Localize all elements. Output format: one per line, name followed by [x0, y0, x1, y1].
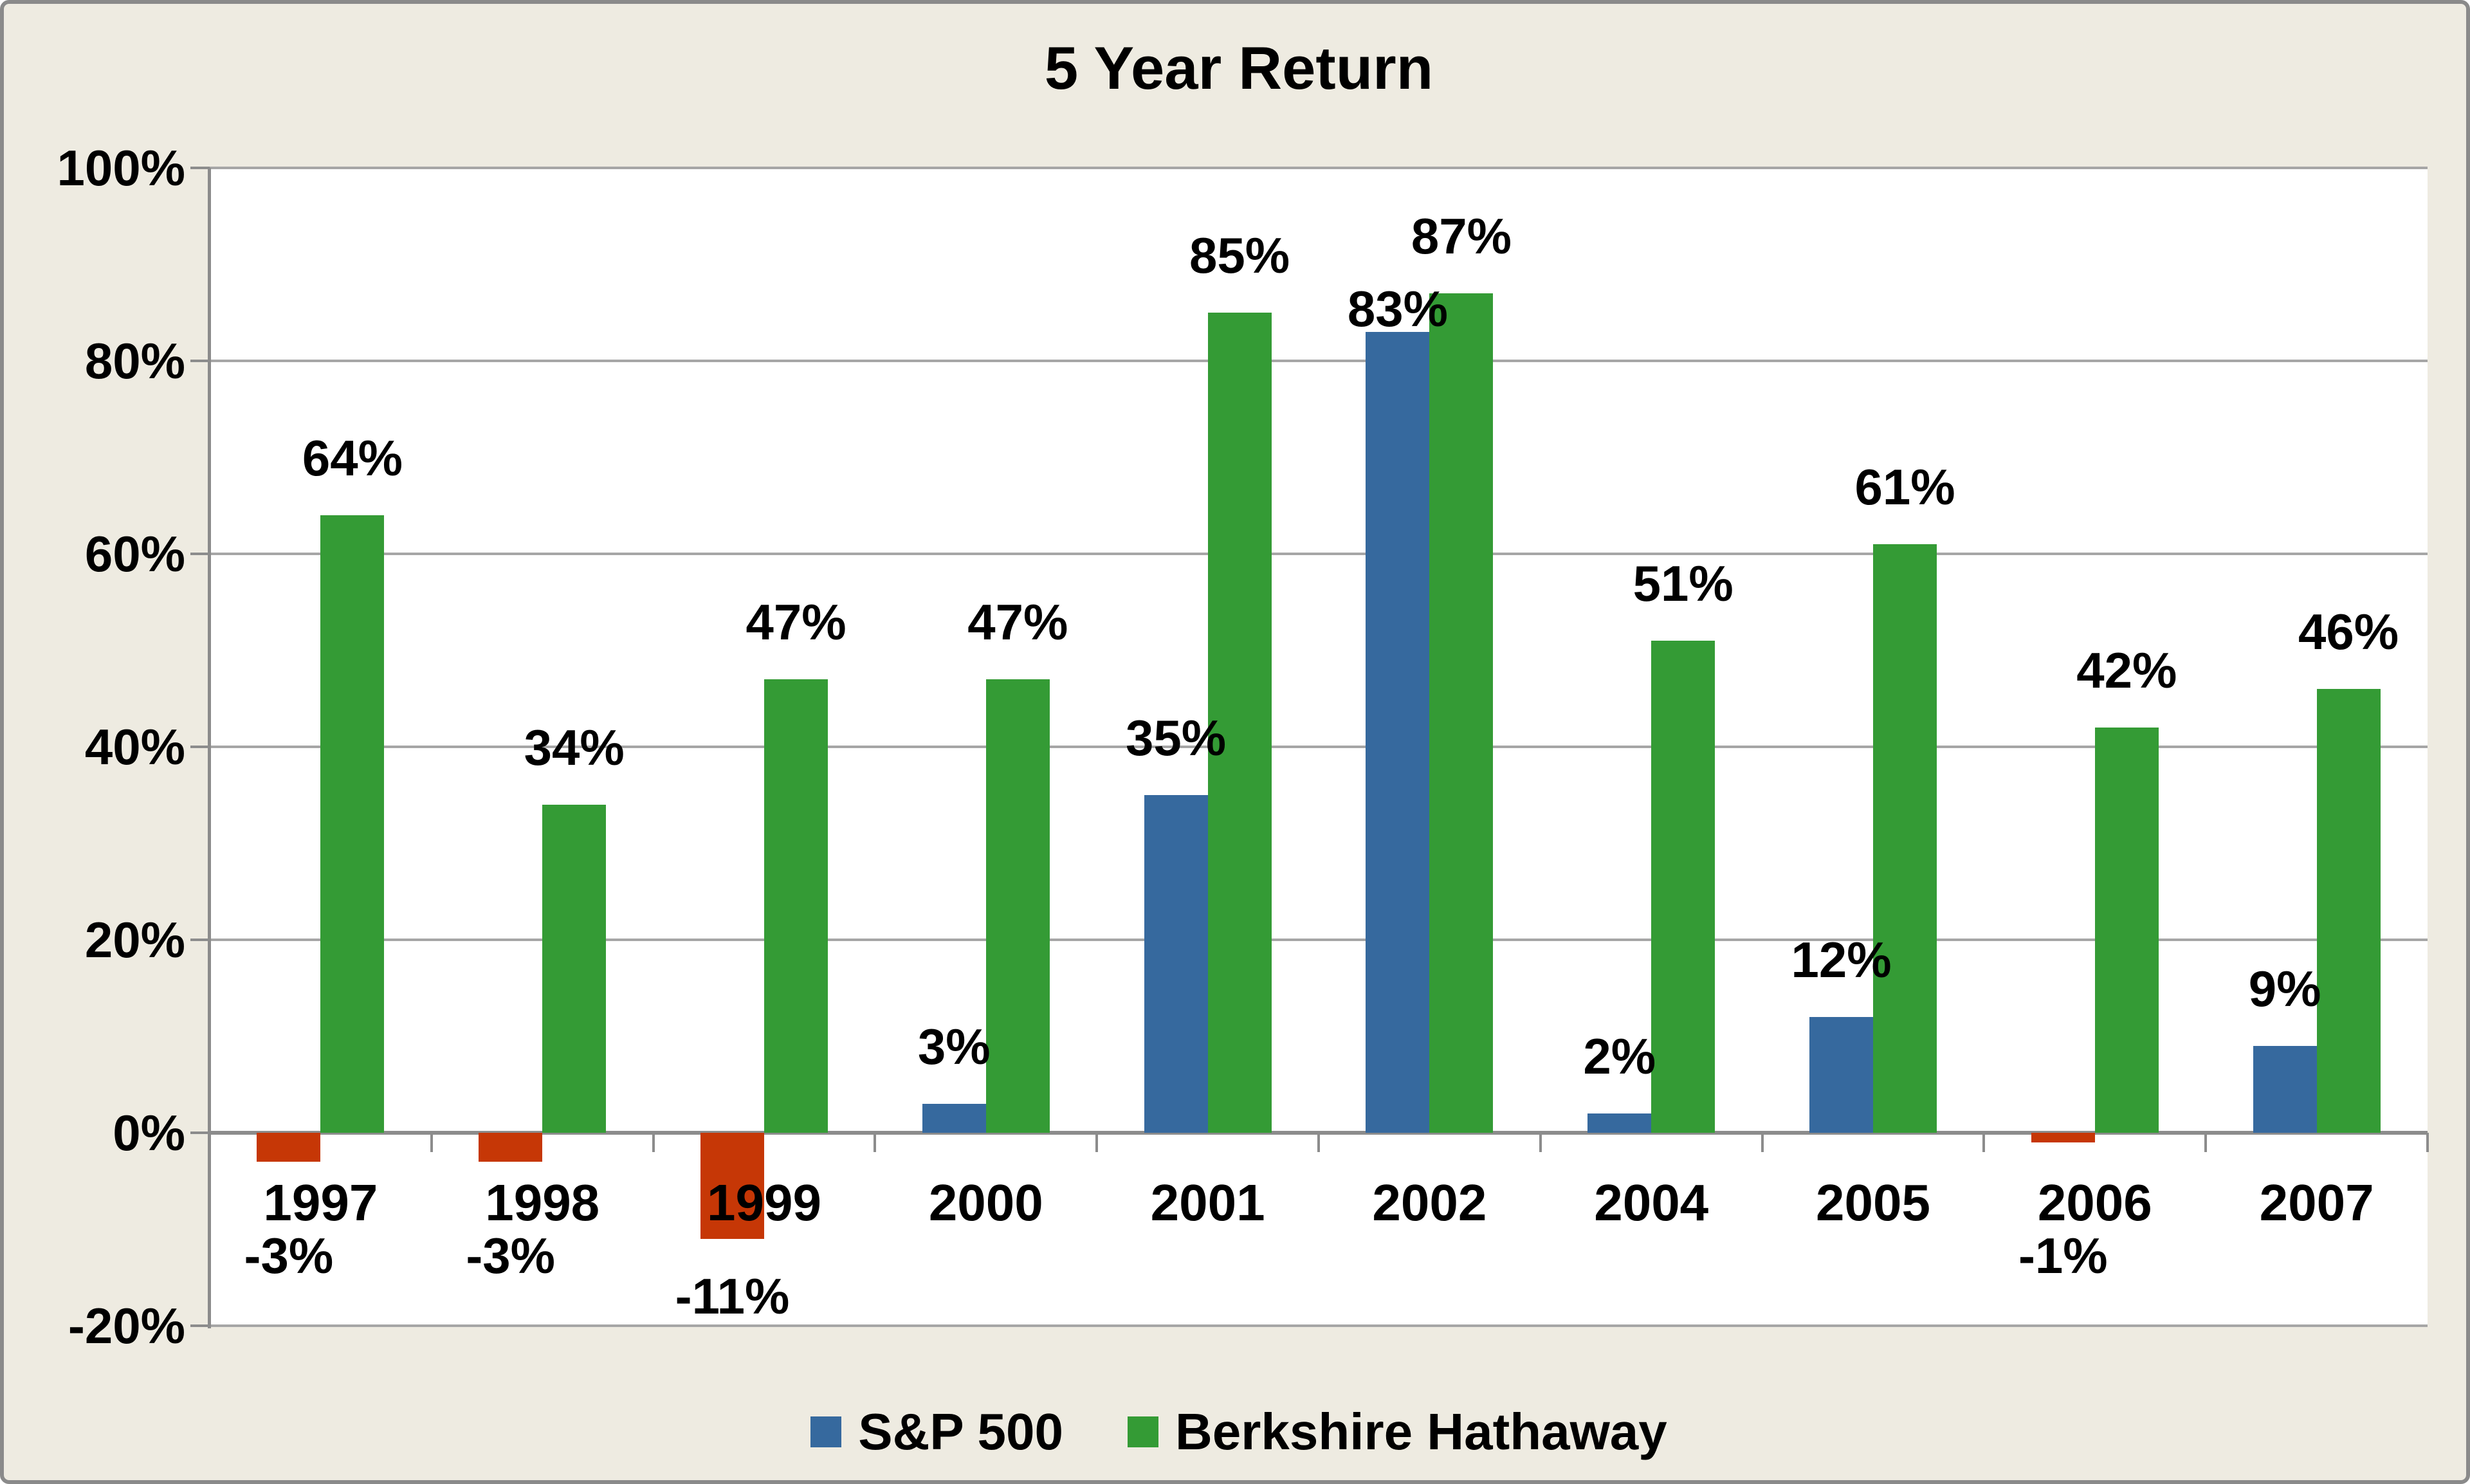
bar-berkshire-2002	[1429, 293, 1494, 1133]
category-label-1997: 1997	[263, 1174, 378, 1231]
legend-label-sp500: S&P 500	[858, 1403, 1063, 1460]
bar-sp500-2005	[1809, 1017, 1873, 1133]
y-axis-tick	[190, 553, 210, 555]
y-axis-tick	[190, 1324, 210, 1327]
value-label-sp500-2004: 2%	[1583, 1028, 1656, 1085]
y-tick-label: 20%	[84, 911, 185, 968]
gridline	[210, 553, 2428, 555]
x-axis-tick	[652, 1133, 655, 1152]
gridline	[210, 167, 2428, 169]
value-label-sp500-2005: 12%	[1791, 931, 1892, 988]
category-label-2002: 2002	[1372, 1174, 1487, 1231]
category-label-2001: 2001	[1150, 1174, 1265, 1231]
y-axis-tick	[190, 360, 210, 362]
bar-berkshire-2000	[985, 679, 1050, 1133]
value-label-berkshire-2001: 85%	[1189, 227, 1290, 284]
legend: S&P 500 Berkshire Hathaway	[4, 1403, 2466, 1460]
bar-berkshire-2006	[2094, 728, 2159, 1133]
value-label-sp500-2000: 3%	[917, 1018, 991, 1075]
category-label-2007: 2007	[2259, 1174, 2374, 1231]
bar-sp500-1998	[479, 1133, 543, 1162]
bar-berkshire-2001	[1207, 313, 1272, 1133]
berkshire-swatch-icon	[1127, 1416, 1158, 1447]
value-label-sp500-2007: 9%	[2248, 960, 2321, 1017]
value-label-sp500-1997: -3%	[244, 1227, 334, 1284]
category-label-2004: 2004	[1594, 1174, 1709, 1231]
gridline	[210, 1324, 2428, 1327]
x-axis-tick	[1761, 1133, 1764, 1152]
bar-sp500-1999	[700, 1133, 764, 1239]
category-label-2006: 2006	[2037, 1174, 2152, 1231]
y-axis-tick	[190, 939, 210, 941]
value-label-sp500-1999: -11%	[675, 1268, 790, 1324]
bar-sp500-2001	[1144, 795, 1208, 1133]
bar-sp500-2006	[2031, 1133, 2095, 1142]
bar-sp500-2000	[922, 1104, 986, 1133]
category-label-1999: 1999	[707, 1174, 821, 1231]
legend-item-sp500: S&P 500	[810, 1405, 1063, 1459]
x-axis-tick	[430, 1133, 433, 1152]
value-label-berkshire-2005: 61%	[1854, 459, 1955, 515]
y-tick-label: 80%	[84, 333, 185, 389]
value-label-sp500-2006: -1%	[2018, 1227, 2108, 1284]
value-label-berkshire-2002: 87%	[1411, 208, 1512, 264]
x-axis-tick	[208, 1133, 211, 1152]
x-axis-tick	[874, 1133, 877, 1152]
gridline	[210, 360, 2428, 362]
value-label-sp500-1998: -3%	[466, 1227, 556, 1284]
bar-berkshire-1999	[764, 679, 828, 1133]
category-label-2000: 2000	[928, 1174, 1043, 1231]
value-label-berkshire-1999: 47%	[746, 594, 846, 650]
y-tick-label: 60%	[84, 526, 185, 582]
category-label-1998: 1998	[485, 1174, 600, 1231]
bar-berkshire-1997	[320, 515, 385, 1133]
x-axis-tick	[1095, 1133, 1099, 1152]
bar-sp500-2007	[2253, 1046, 2317, 1133]
x-axis-tick	[1317, 1133, 1320, 1152]
value-label-berkshire-1997: 64%	[302, 430, 403, 486]
y-axis-tick	[190, 1131, 210, 1134]
bar-sp500-2004	[1587, 1113, 1652, 1133]
x-axis-tick	[1539, 1133, 1542, 1152]
value-label-berkshire-2006: 42%	[2076, 642, 2177, 699]
value-label-sp500-2001: 35%	[1126, 710, 1227, 766]
x-axis-tick	[2426, 1133, 2429, 1152]
y-tick-label: 40%	[84, 719, 185, 775]
y-axis-tick	[190, 167, 210, 169]
x-axis-tick	[2204, 1133, 2208, 1152]
chart-title: 5 Year Return	[1044, 34, 1434, 102]
value-label-berkshire-2004: 51%	[1633, 555, 1734, 612]
bar-sp500-1997	[257, 1133, 321, 1162]
sp500-swatch-icon	[810, 1416, 842, 1447]
value-label-berkshire-2000: 47%	[967, 594, 1068, 650]
gridline	[210, 939, 2428, 941]
bar-berkshire-1998	[542, 805, 607, 1133]
y-axis-tick	[190, 746, 210, 748]
bar-berkshire-2004	[1651, 641, 1715, 1133]
bar-sp500-2002	[1366, 332, 1430, 1133]
value-label-berkshire-2007: 46%	[2298, 603, 2399, 660]
bar-berkshire-2007	[2316, 689, 2381, 1133]
gridline	[210, 746, 2428, 748]
y-tick-label: -20%	[68, 1297, 185, 1354]
x-axis-tick	[1982, 1133, 1986, 1152]
y-tick-label: 100%	[57, 140, 186, 196]
value-label-berkshire-1998: 34%	[524, 719, 625, 776]
legend-item-berkshire: Berkshire Hathaway	[1127, 1403, 1667, 1460]
bar-berkshire-2005	[1873, 544, 1937, 1133]
category-label-2005: 2005	[1816, 1174, 1930, 1231]
y-axis-line	[208, 168, 211, 1328]
value-label-sp500-2002: 83%	[1347, 280, 1448, 337]
legend-label-berkshire: Berkshire Hathaway	[1175, 1403, 1667, 1460]
y-tick-label: 0%	[113, 1104, 185, 1161]
